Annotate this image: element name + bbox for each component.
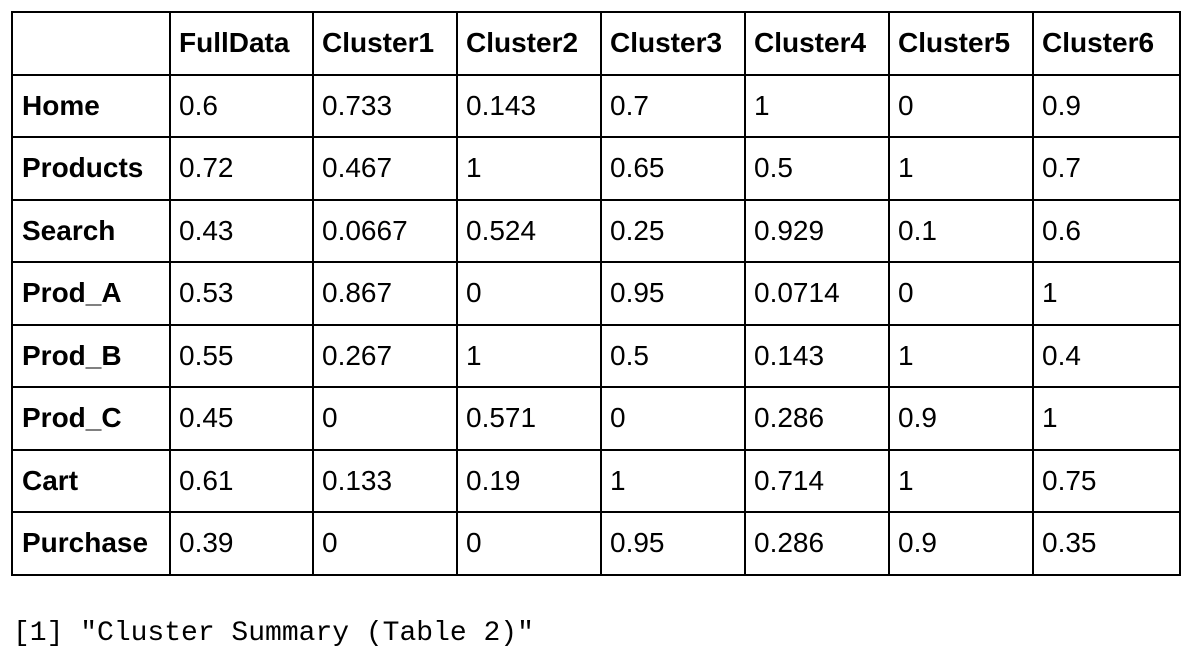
table-cell: 0.95: [600, 511, 746, 576]
table-row: Products 0.72 0.467 1 0.65 0.5 1 0.7: [11, 136, 1181, 201]
table-cell: 0.35: [1032, 511, 1181, 576]
table-cell: 0.4: [1032, 323, 1181, 388]
table-cell: 0.467: [312, 136, 458, 201]
table-cell: 0.55: [169, 323, 314, 388]
table-cell: 1: [1032, 386, 1181, 451]
column-header-cluster6: Cluster6: [1032, 11, 1181, 76]
table-cell: 0.286: [744, 386, 890, 451]
table-cell: 0: [888, 73, 1034, 138]
table-cell: 0: [456, 261, 602, 326]
table-cell: 0.9: [888, 386, 1034, 451]
table-cell: 0: [600, 386, 746, 451]
column-header-cluster1: Cluster1: [312, 11, 458, 76]
table-cell: 0.43: [169, 198, 314, 263]
table-cell: 0.19: [456, 448, 602, 513]
table-cell: 0.143: [456, 73, 602, 138]
table-cell: 0.5: [600, 323, 746, 388]
console-output: [1] "Cluster Summary (Table 2)": [13, 618, 534, 649]
column-header-cluster2: Cluster2: [456, 11, 602, 76]
table-cell: 0: [312, 386, 458, 451]
table-row: Search 0.43 0.0667 0.524 0.25 0.929 0.1 0.6: [11, 198, 1181, 263]
table-cell: 0: [456, 511, 602, 576]
table-cell: 0: [888, 261, 1034, 326]
table-cell: 1: [744, 73, 890, 138]
column-header-fulldata: FullData: [169, 11, 314, 76]
column-header-cluster4: Cluster4: [744, 11, 890, 76]
table-cell: 0.95: [600, 261, 746, 326]
table-cell: 0.25: [600, 198, 746, 263]
table-cell: 0.5: [744, 136, 890, 201]
table-cell: 0.39: [169, 511, 314, 576]
row-label: Prod_C: [11, 386, 171, 451]
table-row: Home 0.6 0.733 0.143 0.7 1 0 0.9: [11, 73, 1181, 138]
table-cell: 0.65: [600, 136, 746, 201]
table-cell: 0.571: [456, 386, 602, 451]
table-cell: 0.61: [169, 448, 314, 513]
table-row: Purchase 0.39 0 0 0.95 0.286 0.9 0.35: [11, 511, 1181, 576]
table-row: Prod_C 0.45 0 0.571 0 0.286 0.9 1: [11, 386, 1181, 451]
row-label: Home: [11, 73, 171, 138]
table-cell: 0.1: [888, 198, 1034, 263]
table-cell: 0: [312, 511, 458, 576]
table-cell: 0.9: [1032, 73, 1181, 138]
table-cell: 0.6: [169, 73, 314, 138]
table-cell: 1: [1032, 261, 1181, 326]
table-cell: 0.524: [456, 198, 602, 263]
table-cell: 1: [456, 136, 602, 201]
table-cell: 0.75: [1032, 448, 1181, 513]
column-header-cluster3: Cluster3: [600, 11, 746, 76]
table-cell: 0.714: [744, 448, 890, 513]
column-header-cluster5: Cluster5: [888, 11, 1034, 76]
table-cell: 0.143: [744, 323, 890, 388]
table-cell: 0.733: [312, 73, 458, 138]
table-row: Cart 0.61 0.133 0.19 1 0.714 1 0.75: [11, 448, 1181, 513]
row-label: Cart: [11, 448, 171, 513]
row-label: Search: [11, 198, 171, 263]
table-cell: 1: [888, 323, 1034, 388]
row-label: Prod_B: [11, 323, 171, 388]
table-cell: 0.53: [169, 261, 314, 326]
table-cell: 0.72: [169, 136, 314, 201]
cluster-summary-table: FullData Cluster1 Cluster2 Cluster3 Clus…: [11, 11, 1181, 576]
table-cell: 0.267: [312, 323, 458, 388]
table-cell: 0.0714: [744, 261, 890, 326]
header-row: FullData Cluster1 Cluster2 Cluster3 Clus…: [11, 11, 1181, 76]
table-row: Prod_A 0.53 0.867 0 0.95 0.0714 0 1: [11, 261, 1181, 326]
row-label: Purchase: [11, 511, 171, 576]
table-cell: 0.9: [888, 511, 1034, 576]
row-label: Prod_A: [11, 261, 171, 326]
table-cell: 0.0667: [312, 198, 458, 263]
table-cell: 1: [600, 448, 746, 513]
table-cell: 0.7: [1032, 136, 1181, 201]
table-cell: 1: [888, 136, 1034, 201]
table-cell: 0.286: [744, 511, 890, 576]
table-body: Home 0.6 0.733 0.143 0.7 1 0 0.9 Products 0.72 0.4…: [11, 73, 1181, 576]
table-cell: 0.929: [744, 198, 890, 263]
row-label: Products: [11, 136, 171, 201]
table-cell: 1: [456, 323, 602, 388]
table-cell: 0.133: [312, 448, 458, 513]
table-row: Prod_B 0.55 0.267 1 0.5 0.143 1 0.4: [11, 323, 1181, 388]
table-cell: 1: [888, 448, 1034, 513]
corner-cell: [11, 11, 171, 76]
table-cell: 0.7: [600, 73, 746, 138]
table-cell: 0.6: [1032, 198, 1181, 263]
table-header: FullData Cluster1 Cluster2 Cluster3 Clus…: [11, 11, 1181, 76]
table-cell: 0.45: [169, 386, 314, 451]
table-cell: 0.867: [312, 261, 458, 326]
